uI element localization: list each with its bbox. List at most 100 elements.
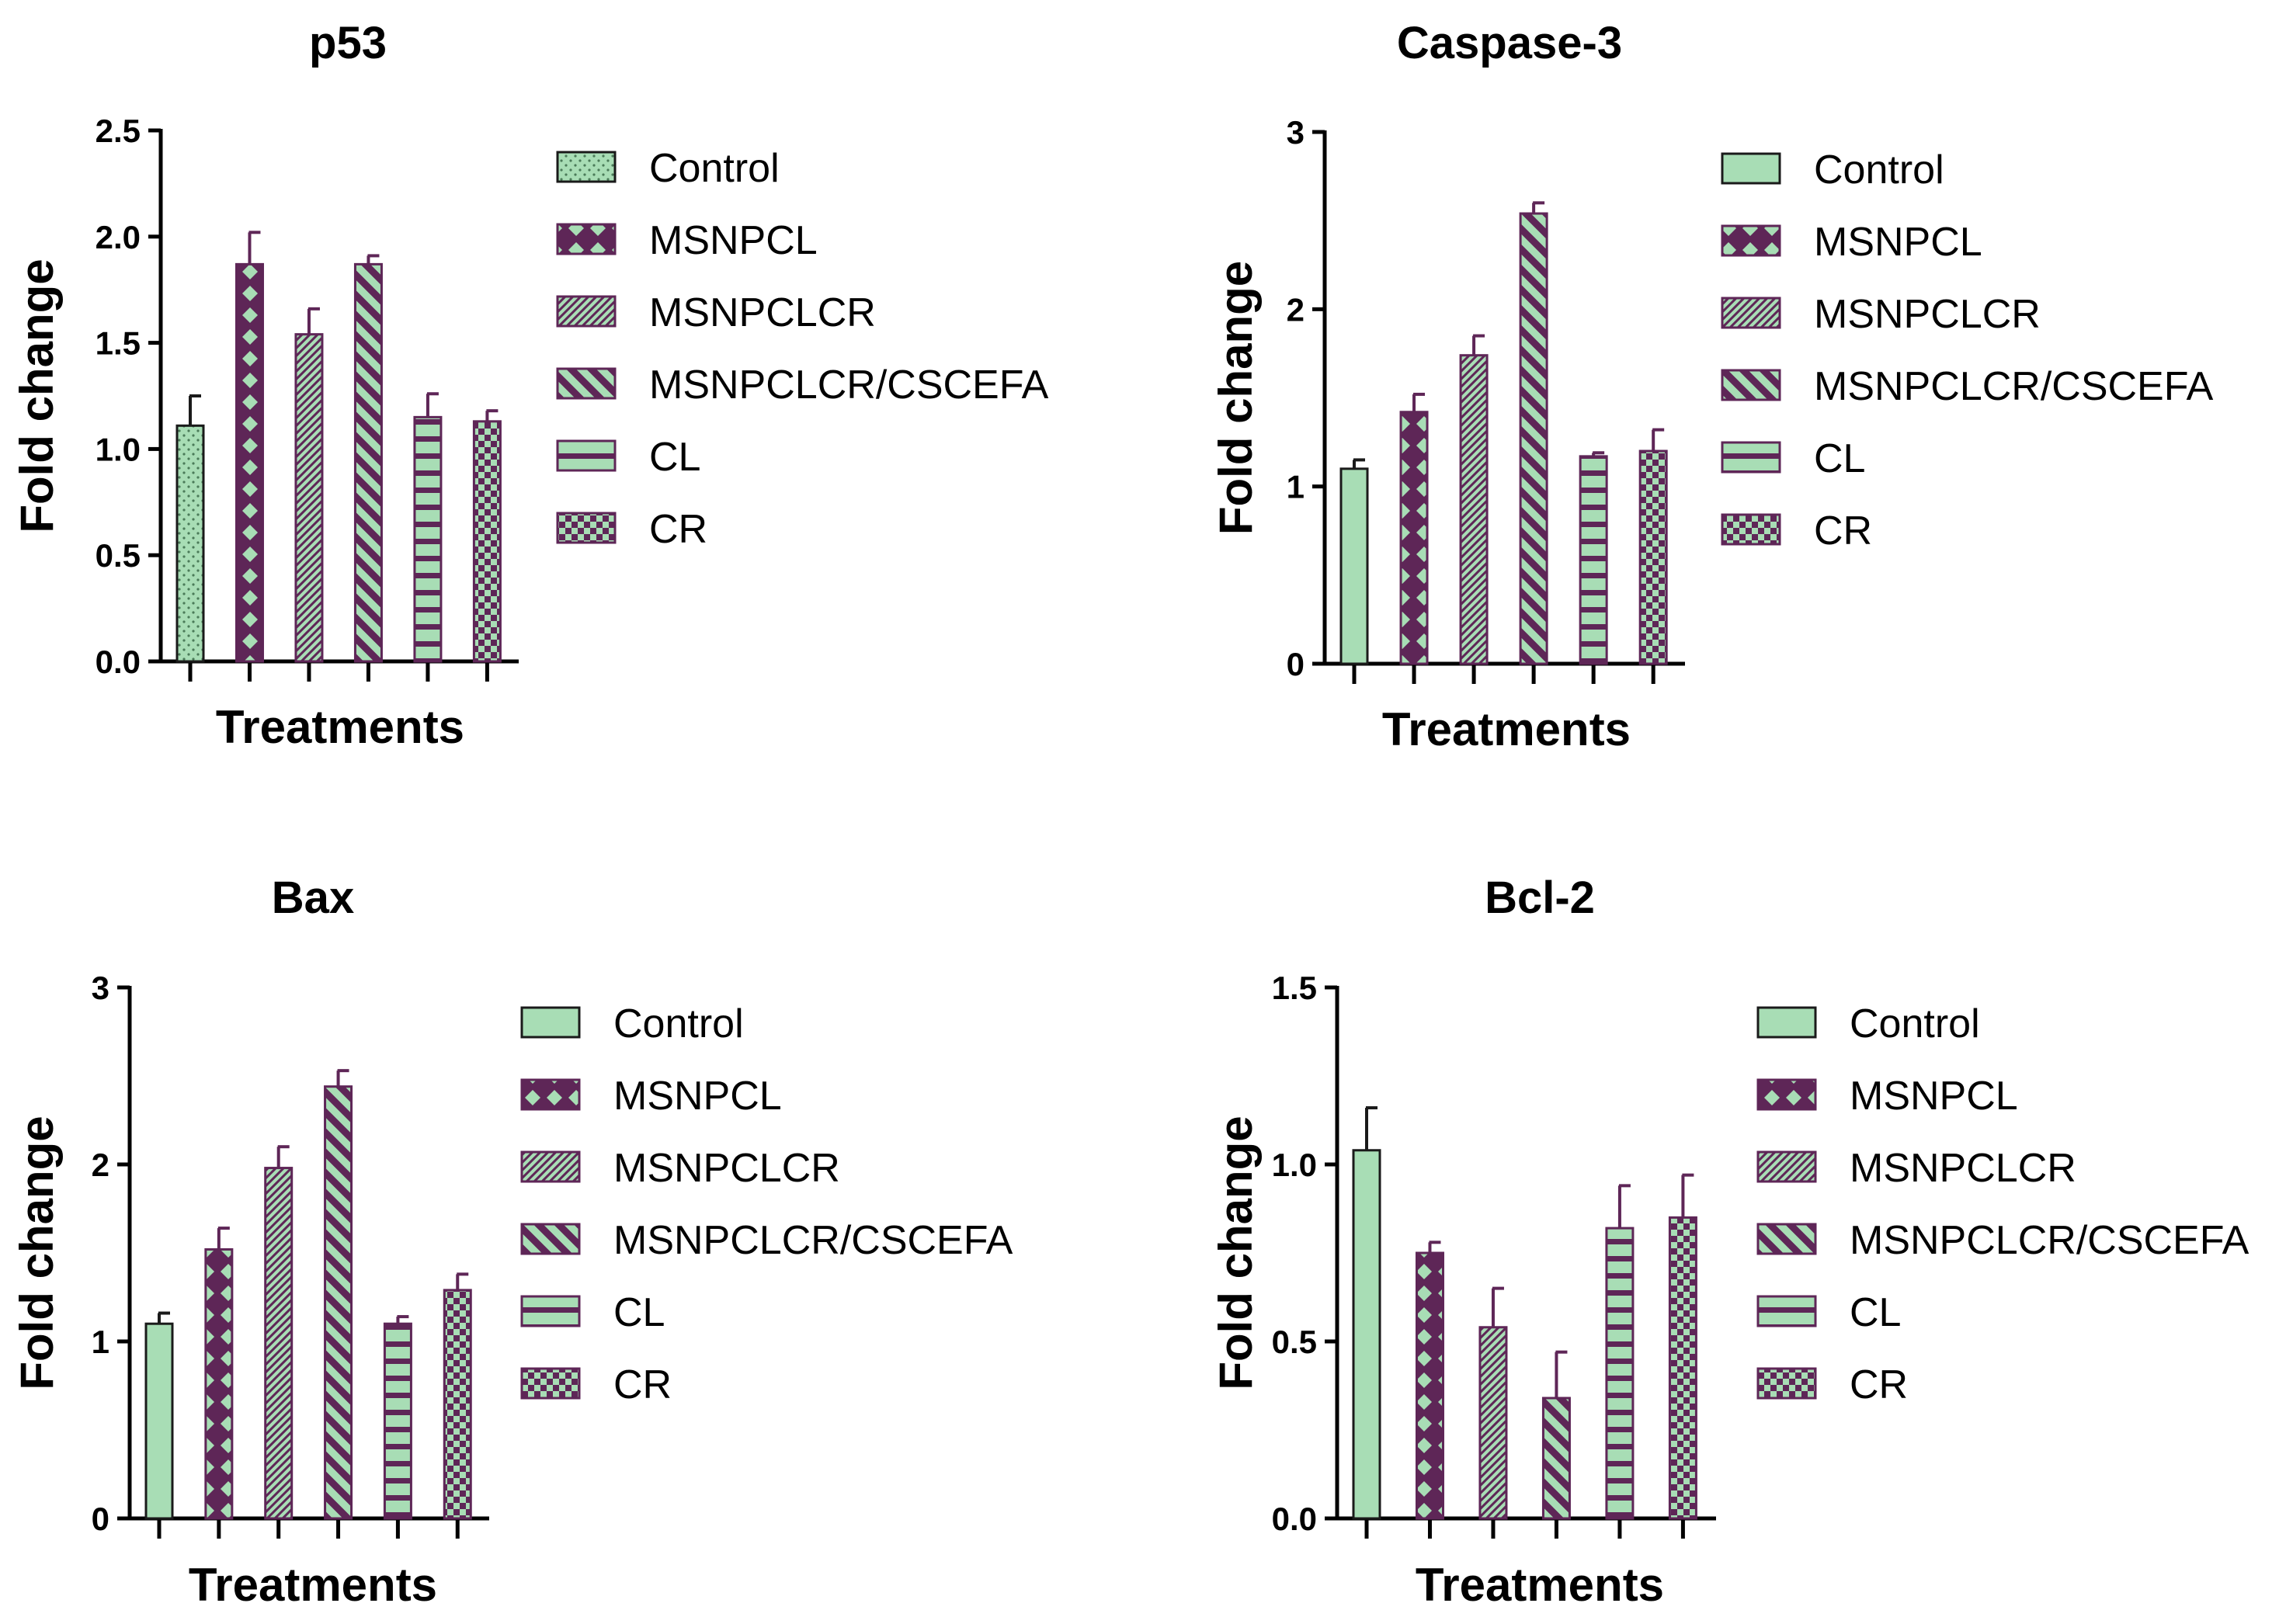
- bar-cl: [1605, 1227, 1635, 1520]
- bar-cr: [472, 420, 502, 663]
- bar-msnpclcr-cscefa: [353, 262, 383, 663]
- legend-label: MSNPCLCR/CSCEFA: [1814, 364, 2214, 409]
- legend-swatch: [520, 1295, 581, 1327]
- chart-title: Bcl-2: [1485, 873, 1595, 923]
- y-axis-label: Fold change: [1210, 261, 1262, 535]
- legend-label: MSNPCL: [1850, 1074, 2018, 1119]
- y-tick-label: 1.5: [96, 325, 141, 362]
- legend-swatch: [1756, 1006, 1817, 1039]
- chart-panel-2: Bax Fold change Treatments 0 1 2 3 Control MSNPC…: [11, 873, 1013, 1611]
- bar-msnpclcr: [264, 1167, 294, 1520]
- x-axis-label: Treatments: [189, 1559, 437, 1611]
- y-tick-label: 1.0: [1272, 1147, 1317, 1183]
- legend-swatch: [1756, 1078, 1817, 1111]
- bar-control: [1352, 1149, 1381, 1520]
- legend-swatch: [520, 1006, 581, 1039]
- bar-msnpcl: [1415, 1251, 1444, 1520]
- legend-swatch: [520, 1078, 581, 1111]
- y-tick-label: 3: [1287, 114, 1305, 151]
- legend-label: Control: [649, 146, 780, 191]
- legend-label: CL: [1814, 436, 1865, 481]
- bar-cr: [443, 1289, 472, 1520]
- legend-swatch: [520, 1150, 581, 1183]
- bar-control: [1339, 467, 1369, 665]
- y-axis-label: Fold change: [1210, 1116, 1262, 1390]
- legend-swatch: [556, 512, 617, 544]
- legend-label: Control: [1814, 147, 1944, 193]
- legend-label: MSNPCLCR: [649, 290, 876, 335]
- bar-msnpclcr-cscefa: [324, 1085, 353, 1520]
- legend-label: MSNPCL: [649, 218, 818, 263]
- y-tick-label: 2: [92, 1147, 109, 1183]
- chart-panel-0: p53 Fold change Treatments 0.0 0.5 1.0 1.5 2.0 2…: [11, 18, 1049, 753]
- legend-swatch: [556, 295, 617, 328]
- y-tick-label: 1: [92, 1324, 109, 1360]
- legend-label: Control: [1850, 1001, 1980, 1046]
- legend-label: MSNPCL: [613, 1074, 782, 1119]
- y-axis-label: Fold change: [11, 259, 63, 533]
- legend-swatch: [1721, 297, 1781, 329]
- y-tick-label: 0.0: [1272, 1501, 1317, 1537]
- legend-swatch: [1721, 441, 1781, 474]
- legend-swatch: [1756, 1150, 1817, 1183]
- x-axis-label: Treatments: [1416, 1559, 1664, 1611]
- y-tick-label: 3: [92, 970, 109, 1006]
- bar-msnpcl: [204, 1247, 234, 1520]
- legend-swatch: [1756, 1367, 1817, 1400]
- bar-cl: [413, 415, 443, 663]
- bar-cr: [1668, 1216, 1697, 1520]
- legend-swatch: [1756, 1295, 1817, 1327]
- legend-swatch: [520, 1367, 581, 1400]
- legend-swatch: [556, 223, 617, 255]
- legend-label: Control: [613, 1001, 744, 1046]
- y-tick-label: 2.0: [96, 219, 141, 255]
- bar-msnpclcr: [1478, 1326, 1508, 1520]
- legend-label: CR: [1814, 508, 1872, 553]
- legend-label: CR: [613, 1362, 672, 1407]
- bar-control: [175, 424, 205, 663]
- legend-swatch: [1756, 1223, 1817, 1255]
- y-tick-label: 1.5: [1272, 970, 1317, 1006]
- legend-label: MSNPCLCR/CSCEFA: [613, 1218, 1013, 1263]
- bar-msnpclcr-cscefa: [1541, 1397, 1571, 1520]
- bar-msnpclcr: [1459, 354, 1489, 665]
- bar-msnpcl: [235, 262, 264, 663]
- legend-label: MSNPCLCR/CSCEFA: [649, 363, 1049, 408]
- chart-title: p53: [309, 18, 387, 68]
- y-tick-label: 2.5: [96, 113, 141, 149]
- y-tick-label: 0.5: [96, 537, 141, 574]
- x-axis-label: Treatments: [1382, 703, 1631, 755]
- y-axis-label: Fold change: [11, 1116, 63, 1390]
- x-axis-label: Treatments: [216, 701, 464, 753]
- y-tick-label: 1: [1287, 469, 1305, 505]
- legend-label: MSNPCL: [1814, 220, 1982, 265]
- bar-msnpclcr: [294, 333, 324, 663]
- legend-label: MSNPCLCR: [613, 1146, 840, 1191]
- legend-label: CL: [1850, 1290, 1901, 1335]
- bar-cl: [1579, 455, 1608, 665]
- legend-label: CL: [649, 435, 700, 480]
- y-tick-label: 2: [1287, 291, 1305, 328]
- y-tick-label: 0.5: [1272, 1324, 1317, 1360]
- chart-panel-3: Bcl-2 Fold change Treatments 0.0 0.5 1.0 1.5 Co…: [1210, 873, 2250, 1611]
- legend-swatch: [520, 1223, 581, 1255]
- bar-cr: [1638, 449, 1668, 665]
- bar-msnpclcr-cscefa: [1519, 212, 1548, 665]
- chart-panel-1: Caspase-3 Fold change Treatments 0 1 2 3 Contro…: [1210, 18, 2214, 755]
- y-tick-label: 0.0: [96, 644, 141, 680]
- legend-label: CL: [613, 1290, 665, 1335]
- y-tick-label: 0: [1287, 646, 1305, 682]
- y-tick-label: 0: [92, 1501, 109, 1537]
- legend-swatch: [556, 439, 617, 472]
- legend-swatch: [556, 367, 617, 400]
- y-tick-label: 1.0: [96, 431, 141, 467]
- legend-swatch: [1721, 152, 1781, 185]
- chart-title: Caspase-3: [1397, 18, 1622, 68]
- legend-label: MSNPCLCR/CSCEFA: [1850, 1218, 2250, 1263]
- bar-msnpcl: [1399, 411, 1429, 665]
- bar-cl: [383, 1322, 412, 1520]
- chart-title: Bax: [272, 873, 354, 923]
- legend-swatch: [556, 151, 617, 183]
- legend-label: MSNPCLCR: [1850, 1146, 2076, 1191]
